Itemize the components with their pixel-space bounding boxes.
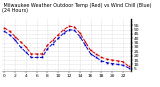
Text: Milwaukee Weather Outdoor Temp (Red) vs Wind Chill (Blue) (24 Hours): Milwaukee Weather Outdoor Temp (Red) vs … xyxy=(2,3,151,13)
